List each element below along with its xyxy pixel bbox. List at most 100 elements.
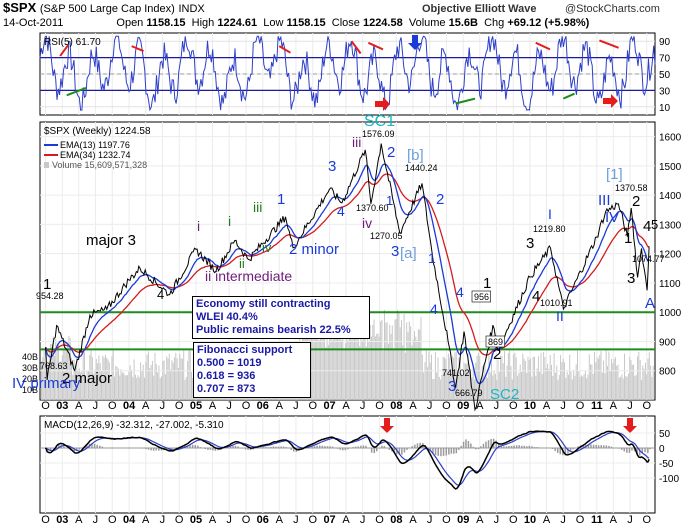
x-tick-label: 06	[257, 514, 269, 526]
volume-bar	[365, 346, 367, 400]
wave-label: A	[645, 295, 655, 312]
divergence-line	[535, 41, 551, 51]
volume-bar	[179, 353, 181, 400]
volume-bar	[514, 352, 516, 400]
volume-bar	[108, 362, 110, 400]
volume-bar	[470, 369, 472, 400]
volume-bar	[91, 357, 93, 400]
macd-histogram-bar	[440, 448, 442, 457]
macd-histogram-bar	[207, 448, 209, 450]
volume-bar	[99, 363, 101, 400]
price-legend: $SPX (Weekly) 1224.58	[44, 126, 151, 137]
volume-bar	[642, 365, 644, 400]
volume-bar	[552, 376, 554, 400]
macd-histogram-bar	[277, 446, 280, 448]
x-tick-label: 10	[524, 514, 536, 526]
x-tick-label: O	[308, 400, 317, 412]
volume-bar	[44, 362, 46, 400]
volume-bar	[167, 358, 169, 400]
volume-bar	[651, 376, 653, 400]
x-tick-label: A	[75, 400, 83, 412]
volume-bar	[119, 375, 121, 400]
volume-bar	[476, 355, 478, 400]
macd-histogram-bar	[362, 445, 365, 448]
price-tick-label: 1500	[659, 162, 682, 173]
volume-bar	[511, 379, 513, 400]
volume-bar	[389, 324, 391, 400]
volume-bar	[594, 351, 595, 400]
x-tick-label: J	[360, 514, 366, 526]
volume-bar	[534, 356, 535, 400]
macd-histogram-bar	[388, 448, 391, 450]
price-value-label: 954.28	[36, 291, 64, 301]
volume-bar	[468, 366, 470, 400]
volume-bar	[162, 360, 164, 400]
wave-label: [a]	[400, 245, 417, 262]
macd-histogram-bar	[339, 448, 341, 450]
x-tick-label: A	[276, 400, 284, 412]
macd-histogram-bar	[638, 448, 641, 456]
wave-label: 1	[43, 276, 51, 293]
macd-histogram-bar	[559, 448, 561, 455]
rsi-tick-label: 70	[659, 54, 671, 65]
volume-bar	[557, 379, 559, 400]
volume-bar	[579, 376, 581, 400]
volume-bar	[68, 336, 70, 400]
index-name: (S&P 500 Large Cap Index)	[39, 3, 175, 15]
volume-bar	[582, 376, 584, 400]
macd-histogram-bar	[411, 446, 413, 448]
wave-label: 1	[386, 193, 393, 208]
x-tick-label: A	[409, 400, 417, 412]
volume-bar	[434, 351, 436, 400]
x-tick-label: J	[627, 400, 633, 412]
economy-line: Economy still contracting	[196, 298, 331, 310]
wave-label: [1]	[606, 166, 623, 183]
x-tick-label: J	[93, 514, 99, 526]
macd-histogram-bar	[197, 445, 199, 448]
open-value: 1158.15	[146, 17, 186, 29]
macd-histogram-bar	[442, 448, 445, 456]
volume-bar	[425, 350, 427, 400]
volume-bar	[172, 362, 174, 400]
volume-bar	[524, 361, 526, 400]
volume-bar	[402, 345, 404, 400]
volume-bar	[103, 357, 105, 400]
volume-bar	[616, 365, 618, 400]
volume-bar	[176, 358, 178, 400]
volume-bar	[124, 375, 126, 400]
wave-label: 1	[624, 230, 632, 247]
macd-histogram-bar	[63, 446, 65, 448]
macd-histogram-bar	[551, 448, 554, 449]
volume-bar	[391, 325, 393, 400]
x-tick-label: A	[476, 400, 484, 412]
volume-bar	[317, 338, 319, 400]
volume-bar	[132, 376, 134, 400]
macd-histogram-bar	[597, 445, 600, 448]
volume-bar	[415, 336, 417, 400]
volume-bar	[102, 355, 104, 400]
volume-bar	[333, 325, 335, 400]
volume-bar	[562, 358, 564, 400]
wave-label: 3	[448, 378, 456, 395]
volume-bar	[451, 355, 453, 400]
macd-histogram-bar	[569, 448, 572, 452]
macd-histogram-bar	[267, 447, 270, 448]
volume-bar	[419, 329, 421, 400]
macd-histogram-bar	[319, 445, 321, 448]
volume-bar	[567, 374, 569, 400]
macd-histogram-bar	[365, 445, 367, 448]
macd-histogram-bar	[455, 448, 458, 454]
volume-bar	[188, 350, 190, 400]
volume-bar	[493, 371, 495, 400]
volume-bar	[609, 370, 611, 400]
volume-bar	[84, 351, 85, 400]
volume-bar	[107, 359, 109, 400]
macd-histogram-bar	[186, 445, 189, 448]
divergence-line	[278, 45, 291, 54]
volume-bar	[382, 350, 384, 400]
macd-histogram-bar	[68, 448, 70, 450]
volume-bar	[554, 372, 556, 400]
x-tick-label: A	[209, 514, 217, 526]
volume-bar	[329, 327, 331, 400]
macd-histogram-bar	[621, 448, 623, 450]
